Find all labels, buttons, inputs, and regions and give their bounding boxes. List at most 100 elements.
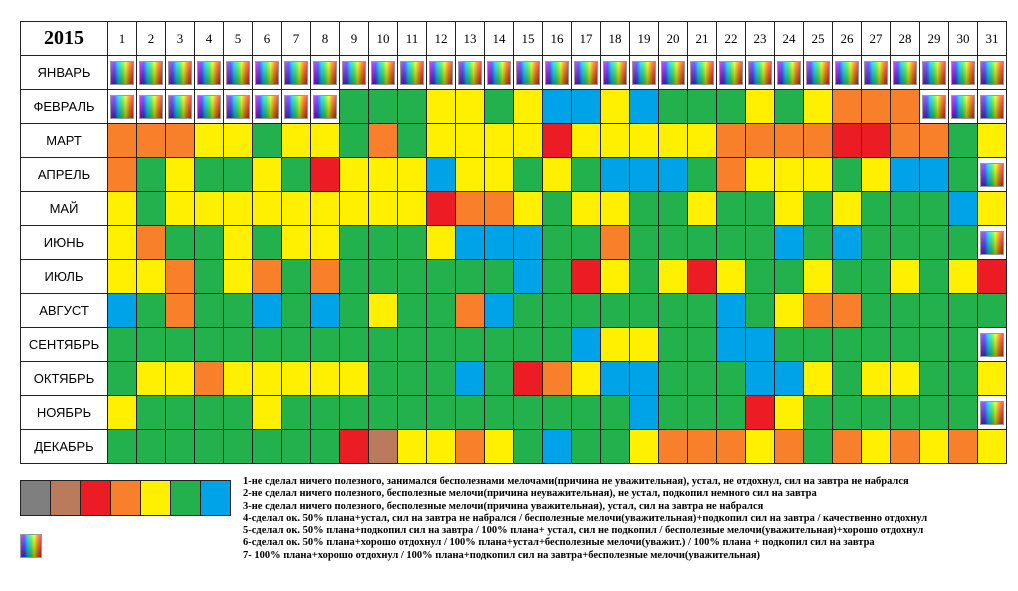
day-cell xyxy=(223,259,253,294)
day-cell xyxy=(252,395,282,430)
day-cell xyxy=(571,361,601,396)
day-cell xyxy=(136,157,166,192)
day-cell xyxy=(629,225,659,260)
rainbow-swatch-icon xyxy=(110,94,134,119)
day-cell xyxy=(948,361,978,396)
month-label: АПРЕЛЬ xyxy=(20,157,108,192)
rainbow-swatch-icon xyxy=(690,60,714,85)
day-cell xyxy=(629,123,659,158)
day-cell xyxy=(861,259,891,294)
day-header: 5 xyxy=(223,21,253,56)
rainbow-swatch-icon xyxy=(777,60,801,85)
day-cell xyxy=(977,157,1007,192)
day-header: 26 xyxy=(832,21,862,56)
month-label: ЯНВАРЬ xyxy=(20,55,108,90)
rainbow-swatch-icon xyxy=(284,60,308,85)
day-header: 31 xyxy=(977,21,1007,56)
day-cell xyxy=(339,293,369,328)
day-cell xyxy=(281,191,311,226)
rainbow-swatch-icon xyxy=(110,60,134,85)
day-cell xyxy=(513,225,543,260)
day-cell xyxy=(600,157,630,192)
month-row: СЕНТЯБРЬ xyxy=(20,327,1007,362)
rainbow-swatch-icon xyxy=(255,60,279,85)
day-cell xyxy=(136,123,166,158)
rainbow-swatch-icon xyxy=(313,60,337,85)
day-cell xyxy=(397,361,427,396)
month-row: АПРЕЛЬ xyxy=(20,157,1007,192)
day-cell xyxy=(455,55,485,90)
day-cell xyxy=(832,259,862,294)
day-header: 2 xyxy=(136,21,166,56)
day-cell xyxy=(571,123,601,158)
day-cell xyxy=(513,395,543,430)
day-cell xyxy=(397,123,427,158)
day-cell xyxy=(832,429,862,464)
day-cell xyxy=(600,191,630,226)
day-cell xyxy=(745,293,775,328)
day-cell xyxy=(948,123,978,158)
day-cell xyxy=(252,429,282,464)
day-cell xyxy=(658,327,688,362)
day-cell xyxy=(687,225,717,260)
day-cell xyxy=(600,89,630,124)
day-cell xyxy=(919,55,949,90)
year-calendar-grid: 2015 1 2 3 4 5 6 7 8 9 10 11 12 13 14 15 16 17 18 19 20 21 22… xyxy=(20,21,1007,464)
day-cell xyxy=(687,191,717,226)
rainbow-swatch-icon xyxy=(139,94,163,119)
day-cell xyxy=(368,89,398,124)
month-row: НОЯБРЬ xyxy=(20,395,1007,430)
day-cell xyxy=(716,55,746,90)
day-cell xyxy=(397,327,427,362)
day-cell xyxy=(745,259,775,294)
day-cell xyxy=(774,429,804,464)
day-cell xyxy=(165,293,195,328)
day-header: 19 xyxy=(629,21,659,56)
day-cell xyxy=(832,361,862,396)
day-cell xyxy=(281,123,311,158)
day-cell xyxy=(745,89,775,124)
day-cell xyxy=(716,191,746,226)
day-cell xyxy=(542,361,572,396)
day-cell xyxy=(426,293,456,328)
day-cell xyxy=(368,123,398,158)
day-header: 27 xyxy=(861,21,891,56)
rainbow-swatch-icon xyxy=(980,162,1004,187)
day-cell xyxy=(310,55,340,90)
day-header: 3 xyxy=(165,21,195,56)
day-cell xyxy=(977,361,1007,396)
rainbow-swatch-icon xyxy=(400,60,424,85)
day-cell xyxy=(165,55,195,90)
day-cell xyxy=(774,361,804,396)
day-cell xyxy=(658,225,688,260)
day-cell xyxy=(136,55,166,90)
day-cell xyxy=(716,123,746,158)
day-cell xyxy=(803,225,833,260)
legend-item: 1-не сделал ничего полезного, занимался … xyxy=(243,476,909,487)
legend-swatch xyxy=(80,480,111,516)
day-cell xyxy=(803,157,833,192)
day-header: 30 xyxy=(948,21,978,56)
day-cell xyxy=(223,429,253,464)
day-cell xyxy=(484,395,514,430)
day-cell xyxy=(919,191,949,226)
day-cell xyxy=(977,429,1007,464)
month-row: ФЕВРАЛЬ xyxy=(20,89,1007,124)
legend-item: 4-сделал ок. 50% плана+устал, сил на зав… xyxy=(243,512,928,524)
day-cell xyxy=(658,123,688,158)
day-cell xyxy=(774,55,804,90)
month-row: ИЮЛЬ xyxy=(20,259,1007,294)
day-cell xyxy=(832,89,862,124)
month-row: ЯНВАРЬ xyxy=(20,55,1007,90)
rainbow-swatch-icon xyxy=(255,94,279,119)
day-cell xyxy=(832,157,862,192)
day-cell xyxy=(194,327,224,362)
day-cell xyxy=(484,429,514,464)
day-cell xyxy=(803,123,833,158)
day-cell xyxy=(571,55,601,90)
day-cell xyxy=(281,293,311,328)
day-cell xyxy=(542,89,572,124)
day-cell xyxy=(194,157,224,192)
day-cell xyxy=(658,395,688,430)
day-cell xyxy=(803,293,833,328)
